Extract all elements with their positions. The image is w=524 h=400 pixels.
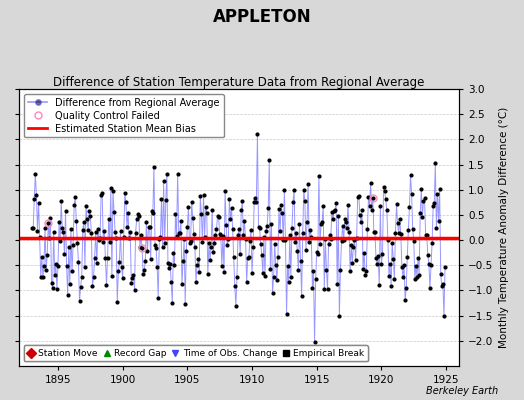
Title: Difference of Station Temperature Data from Regional Average: Difference of Station Temperature Data f… (53, 76, 425, 89)
Legend: Station Move, Record Gap, Time of Obs. Change, Empirical Break: Station Move, Record Gap, Time of Obs. C… (24, 345, 368, 362)
Text: APPLETON: APPLETON (213, 8, 311, 26)
Text: Berkeley Earth: Berkeley Earth (425, 386, 498, 396)
Y-axis label: Monthly Temperature Anomaly Difference (°C): Monthly Temperature Anomaly Difference (… (499, 107, 509, 348)
